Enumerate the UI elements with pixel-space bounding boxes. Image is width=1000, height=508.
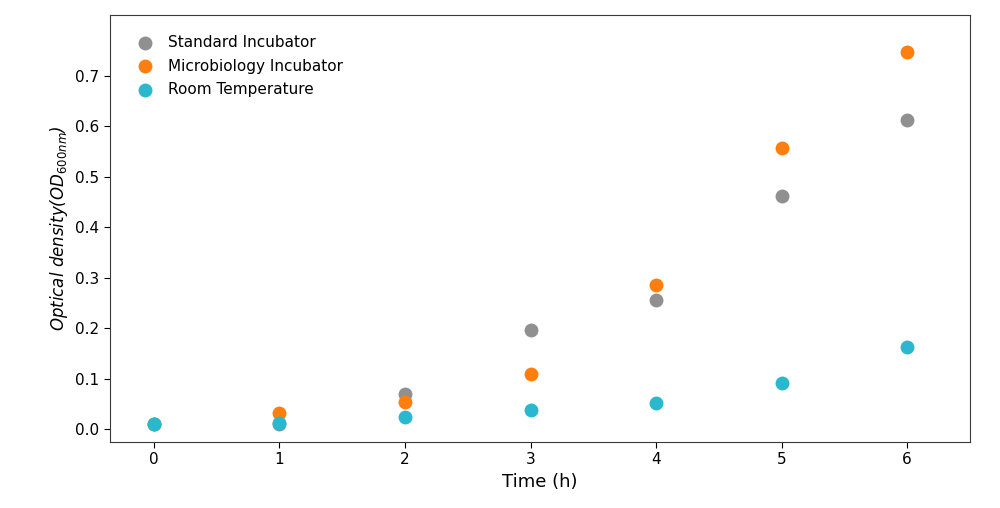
- Microbiology Incubator: [899, 48, 915, 56]
- Legend: Standard Incubator, Microbiology Incubator, Room Temperature: Standard Incubator, Microbiology Incubat…: [118, 23, 355, 109]
- Microbiology Incubator: [648, 281, 664, 290]
- Microbiology Incubator: [146, 420, 162, 428]
- Room Temperature: [523, 406, 539, 414]
- Microbiology Incubator: [397, 398, 413, 406]
- Standard Incubator: [648, 296, 664, 304]
- Standard Incubator: [397, 390, 413, 398]
- Room Temperature: [648, 398, 664, 406]
- Room Temperature: [774, 379, 790, 388]
- Standard Incubator: [146, 420, 162, 428]
- Room Temperature: [397, 412, 413, 421]
- Room Temperature: [271, 419, 287, 427]
- Room Temperature: [899, 343, 915, 351]
- Standard Incubator: [899, 116, 915, 124]
- X-axis label: Time (h): Time (h): [502, 473, 578, 491]
- Microbiology Incubator: [271, 409, 287, 417]
- Y-axis label: Optical density(OD$_{600nm}$): Optical density(OD$_{600nm}$): [48, 126, 70, 331]
- Room Temperature: [146, 420, 162, 428]
- Microbiology Incubator: [774, 143, 790, 151]
- Standard Incubator: [271, 420, 287, 428]
- Standard Incubator: [523, 326, 539, 334]
- Standard Incubator: [774, 192, 790, 200]
- Microbiology Incubator: [523, 370, 539, 378]
